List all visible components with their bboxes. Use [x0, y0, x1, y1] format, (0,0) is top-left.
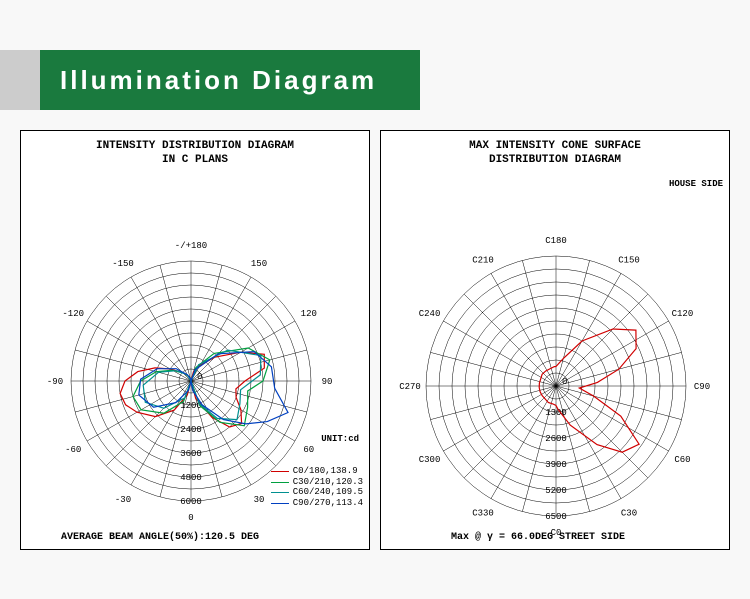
svg-text:-90: -90 [47, 377, 63, 387]
right-title-l2: DISTRIBUTION DIAGRAM [489, 154, 621, 166]
left-title-l2: IN C PLANS [162, 154, 228, 166]
right-polar-chart: C180C150C120C90C60C30C0C330C300C270C240C… [381, 166, 731, 546]
right-panel-title: MAX INTENSITY CONE SURFACE DISTRIBUTION … [381, 131, 729, 168]
legend-swatch [271, 503, 289, 504]
svg-text:C90: C90 [694, 382, 710, 392]
svg-text:2600: 2600 [545, 434, 567, 444]
header-bar: Illumination Diagram [40, 50, 420, 110]
left-title-l1: INTENSITY DISTRIBUTION DIAGRAM [96, 140, 294, 152]
left-legend: C0/180,138.9C30/210,120.3C60/240,109.5C9… [271, 466, 363, 509]
svg-text:-120: -120 [62, 309, 84, 319]
legend-item: C0/180,138.9 [271, 466, 363, 477]
svg-text:-150: -150 [112, 259, 134, 269]
legend-label: C60/240,109.5 [293, 487, 363, 498]
svg-text:C60: C60 [674, 455, 690, 465]
svg-text:C270: C270 [399, 382, 421, 392]
legend-swatch [271, 471, 289, 472]
svg-text:60: 60 [303, 445, 314, 455]
svg-text:C120: C120 [672, 309, 694, 319]
svg-text:0: 0 [197, 372, 202, 382]
svg-text:90: 90 [322, 377, 333, 387]
header-grey-strip [0, 50, 40, 110]
svg-text:-/+180: -/+180 [175, 241, 207, 251]
svg-text:6500: 6500 [545, 512, 567, 522]
svg-text:C330: C330 [472, 508, 494, 518]
svg-text:0: 0 [562, 377, 567, 387]
left-bottom-text: AVERAGE BEAM ANGLE(50%):120.5 DEG [61, 532, 259, 543]
svg-text:4800: 4800 [180, 473, 202, 483]
svg-text:C30: C30 [621, 508, 637, 518]
svg-text:30: 30 [254, 495, 265, 505]
svg-text:C240: C240 [419, 309, 441, 319]
svg-text:-60: -60 [65, 445, 81, 455]
svg-text:5200: 5200 [545, 486, 567, 496]
header-title: Illumination Diagram [60, 65, 377, 96]
svg-text:-30: -30 [115, 495, 131, 505]
legend-label: C30/210,120.3 [293, 477, 363, 488]
svg-text:C210: C210 [472, 256, 494, 266]
svg-text:0: 0 [188, 513, 193, 523]
legend-label: C90/270,113.4 [293, 498, 363, 509]
svg-text:3600: 3600 [180, 449, 202, 459]
left-panel-title: INTENSITY DISTRIBUTION DIAGRAM IN C PLAN… [21, 131, 369, 168]
svg-text:C300: C300 [419, 455, 441, 465]
legend-item: C30/210,120.3 [271, 477, 363, 488]
unit-label: UNIT:cd [321, 434, 359, 444]
svg-text:6000: 6000 [180, 497, 202, 507]
svg-text:2400: 2400 [180, 425, 202, 435]
right-title-l1: MAX INTENSITY CONE SURFACE [469, 140, 641, 152]
legend-label: C0/180,138.9 [293, 466, 358, 477]
left-panel: INTENSITY DISTRIBUTION DIAGRAM IN C PLAN… [20, 130, 370, 550]
right-bottom-text: Max @ γ = 66.0DEG STREET SIDE [451, 532, 625, 543]
panels-row: INTENSITY DISTRIBUTION DIAGRAM IN C PLAN… [20, 130, 730, 550]
svg-text:120: 120 [301, 309, 317, 319]
svg-text:3900: 3900 [545, 460, 567, 470]
legend-item: C60/240,109.5 [271, 487, 363, 498]
svg-text:C150: C150 [618, 256, 640, 266]
legend-swatch [271, 482, 289, 483]
legend-swatch [271, 492, 289, 493]
legend-item: C90/270,113.4 [271, 498, 363, 509]
svg-text:150: 150 [251, 259, 267, 269]
svg-text:C180: C180 [545, 236, 567, 246]
right-panel: MAX INTENSITY CONE SURFACE DISTRIBUTION … [380, 130, 730, 550]
